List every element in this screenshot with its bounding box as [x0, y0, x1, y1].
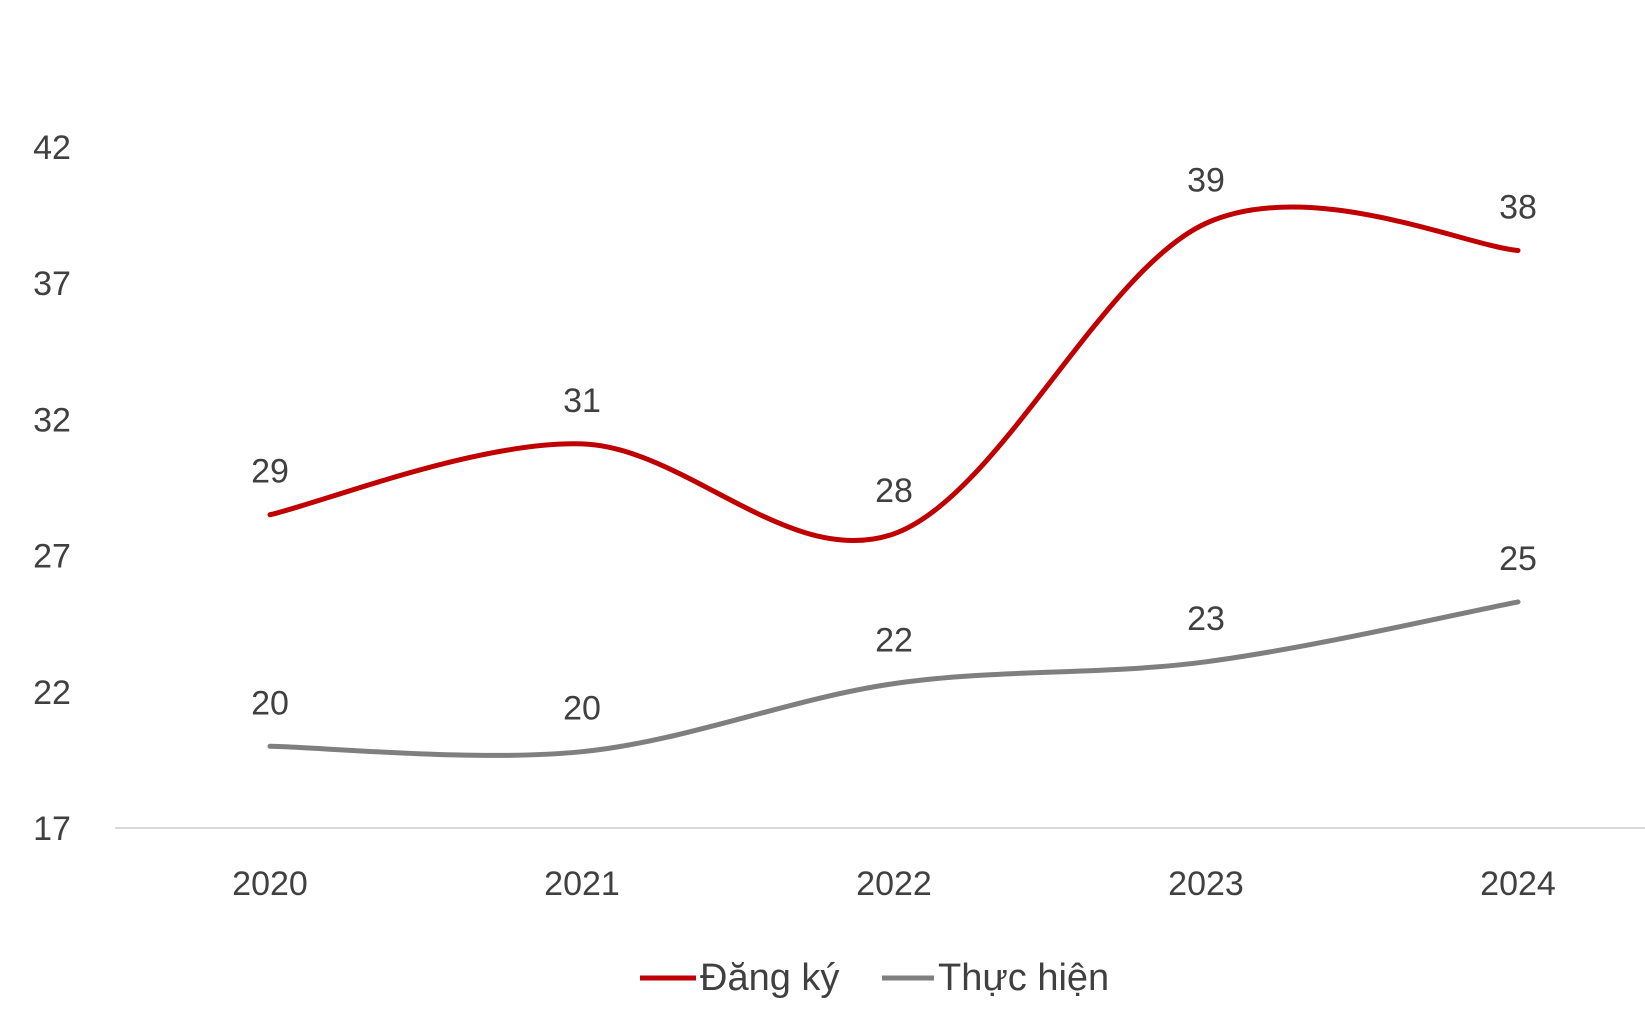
- data-label: 39: [1187, 161, 1225, 199]
- y-tick-label: 17: [33, 810, 71, 848]
- x-tick-label: 2024: [1480, 865, 1556, 903]
- legend: Đăng ký Thực hiện: [640, 957, 1109, 999]
- y-tick-label: 22: [33, 674, 71, 712]
- x-tick-label: 2022: [856, 865, 932, 903]
- data-label: 28: [875, 472, 913, 510]
- data-label: 23: [1187, 600, 1225, 638]
- y-tick-label: 27: [33, 538, 71, 576]
- legend-label: Thực hiện: [938, 957, 1109, 999]
- series-lines: [267, 204, 1521, 758]
- data-labels: 29 31 28 39 38 20 20 22 23 25: [251, 161, 1537, 727]
- series-line-thuc-hien: [267, 599, 1521, 758]
- legend-label: Đăng ký: [700, 957, 839, 999]
- x-axis: 2020 2021 2022 2023 2024: [232, 865, 1556, 903]
- series-line-dang-ky: [267, 204, 1521, 543]
- data-label: 25: [1499, 540, 1537, 578]
- y-tick-label: 32: [33, 401, 71, 439]
- data-label: 22: [875, 622, 913, 660]
- y-tick-label: 42: [33, 129, 71, 167]
- data-label: 31: [563, 382, 601, 420]
- data-label: 20: [563, 690, 601, 728]
- data-label: 38: [1499, 189, 1537, 227]
- y-tick-label: 37: [33, 265, 71, 303]
- y-axis: 17 22 27 32 37 42: [33, 129, 71, 848]
- data-label: 29: [251, 453, 289, 491]
- x-tick-label: 2020: [232, 865, 308, 903]
- x-tick-label: 2023: [1168, 865, 1244, 903]
- x-tick-label: 2021: [544, 865, 620, 903]
- data-label: 20: [251, 684, 289, 722]
